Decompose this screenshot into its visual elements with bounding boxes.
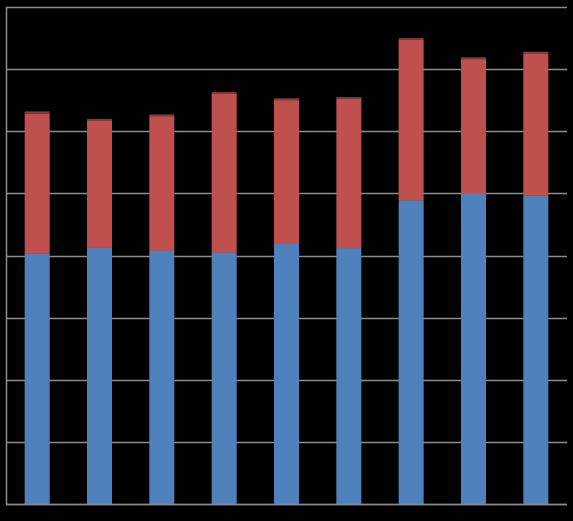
bar-segment-series-3 (461, 57, 486, 60)
bar-segment-series-2 (149, 116, 175, 251)
bar-segment-series-2 (398, 39, 424, 201)
bar-segment-series-3 (87, 118, 112, 121)
bar-segment-series-2 (24, 113, 50, 254)
bar-segment-series-2 (461, 59, 486, 194)
bar-segment-series-1 (87, 247, 112, 505)
bar-segment-series-1 (149, 250, 175, 504)
bar-segment-series-3 (336, 97, 362, 99)
bar-segment-series-1 (336, 248, 362, 504)
bar-segment-series-1 (461, 194, 486, 504)
bar-segment-series-2 (336, 98, 362, 249)
bar-segment-series-1 (523, 195, 549, 505)
bar-segment-series-1 (211, 252, 237, 504)
bar-segment-series-3 (24, 111, 50, 114)
bar-segment-series-3 (523, 51, 549, 54)
bar-segment-series-1 (398, 200, 424, 504)
bar-segment-series-3 (398, 38, 424, 40)
bar-segment-series-2 (274, 100, 299, 244)
bar-segment-series-1 (274, 243, 299, 504)
bar-segment-series-2 (523, 53, 549, 196)
bar-segment-series-3 (274, 98, 299, 101)
bar-segment-series-3 (211, 92, 237, 94)
axes (5, 7, 567, 506)
bars (24, 38, 549, 505)
bar-segment-series-1 (24, 253, 50, 504)
bar-segment-series-3 (149, 114, 175, 117)
bar-segment-series-2 (87, 120, 112, 248)
bar-segment-series-2 (211, 93, 237, 253)
